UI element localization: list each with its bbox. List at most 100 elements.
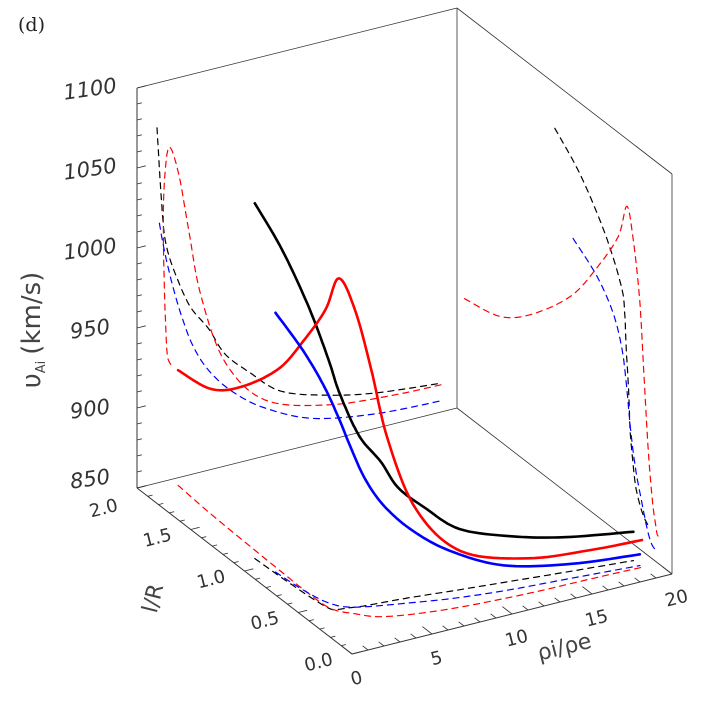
z-tick [136,325,146,329]
y-tick-label: 2.0 [87,495,120,522]
z-tick [136,262,142,265]
y-tick [351,651,361,655]
series-0-backwall-projection [156,127,442,396]
x-tick [342,646,353,655]
z-tick [136,245,146,249]
z-tick-label: 1100 [62,73,118,104]
z-title-symbol: υ [17,373,47,388]
z-tick-label: 900 [69,394,112,423]
panel-label: (d) [18,14,45,36]
series-0-curve [253,202,635,539]
z-tick [136,438,142,441]
z-tick [136,422,142,425]
x-tick-label: 0 [349,667,365,690]
x-tick [502,606,513,615]
box-edge [136,7,458,89]
z-tick [136,102,142,105]
y-tick [158,503,164,505]
z-tick-label: 950 [69,314,112,343]
z-title-subscript: Ai [34,361,49,374]
x-tick [362,645,369,651]
y-tick [298,609,308,613]
series-2-sidewall-projection [572,237,657,551]
z-tick [136,85,146,89]
x-tick [442,625,449,631]
z-tick [136,165,146,169]
y-tick-label: 1.5 [141,525,174,552]
x-tick-label: 10 [503,626,530,652]
x-tick-label: 15 [583,606,610,632]
series-1-floor-projection [177,484,643,618]
y-tick [341,644,347,647]
z-tick [136,405,146,409]
x-tick [490,613,497,619]
x-tick [474,617,481,623]
z-tick [136,118,142,121]
series-1-backwall-projection [162,146,442,407]
box-edge [136,407,458,489]
y-tick [287,602,293,605]
z-title-unit: (km/s) [17,272,47,355]
x-tick [522,605,529,611]
y-tick-label: 0.0 [302,649,335,676]
x-tick [662,566,673,575]
x-tick [378,641,385,647]
z-tick [136,150,142,153]
y-tick [212,544,218,547]
y-tick [179,519,185,522]
z-tick [136,310,142,313]
y-tick [201,536,207,539]
series-0-sidewall-projection [554,127,650,529]
y-tick [233,561,239,564]
x-tick [602,585,609,591]
x-tick [394,637,401,643]
y-tick [190,526,200,530]
z-tick [136,134,142,137]
x-tick [618,581,625,587]
z-tick [136,214,142,217]
x-tick [582,586,593,595]
series-1-curve [176,277,644,560]
y-tick [276,594,282,597]
z-tick [136,198,142,201]
y-tick-label: 0.5 [248,608,281,635]
z-tick-label: 850 [69,464,112,493]
z-tick [136,485,146,489]
y-tick-label: 1.0 [195,566,228,593]
series-2-floor-projection [274,564,641,608]
z-tick [136,390,142,393]
y-tick [308,619,314,622]
box-edge [456,7,673,175]
series-2-curve [274,311,642,568]
z-tick [136,230,142,233]
y-tick [255,577,261,580]
y-tick [330,635,336,638]
z-tick [136,358,142,361]
z-tick [136,470,142,473]
y-tick [319,627,325,630]
y-tick [169,511,175,514]
z-tick-label: 1050 [62,153,118,184]
y-tick [244,568,254,572]
y-tick [265,586,271,588]
series-2-backwall-projection [158,222,442,420]
box-edge [456,407,673,575]
x-tick-label: 5 [429,647,445,670]
x-tick [634,577,641,583]
x-tick [554,597,561,603]
z-tick [136,182,142,185]
series-1-sidewall-projection [463,205,659,537]
z-tick [136,374,142,377]
y-axis-title: l/R [138,581,169,615]
z-tick [136,454,142,457]
z-tick [136,294,142,297]
series-0-floor-projection [254,557,634,611]
y-tick [147,494,153,497]
x-tick [410,633,417,639]
x-tick [458,621,465,627]
z-axis-title: υAi (km/s) [17,272,49,389]
y-tick [222,552,228,555]
x-tick-label: 20 [663,586,690,612]
